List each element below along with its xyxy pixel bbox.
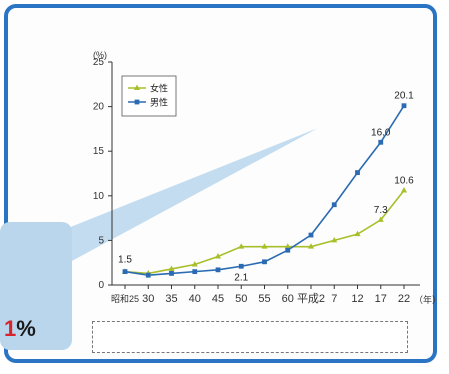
data-point-female xyxy=(401,187,407,193)
x-tick-label: 55 xyxy=(258,293,270,305)
x-tick-label: 35 xyxy=(165,293,177,305)
data-point-male xyxy=(238,263,244,269)
x-tick-label: 7 xyxy=(331,293,337,305)
data-point-male xyxy=(378,139,384,145)
legend-label: 女性 xyxy=(150,83,168,95)
y-tick-label: 25 xyxy=(93,57,105,68)
y-tick-label: 0 xyxy=(98,280,104,291)
legend-marker-male xyxy=(134,99,140,105)
data-point-male xyxy=(192,269,198,275)
data-label: 10.6 xyxy=(394,175,414,186)
y-axis-unit: (%) xyxy=(93,50,107,60)
data-label: 16.0 xyxy=(371,127,391,138)
x-tick-label: 22 xyxy=(398,293,410,305)
data-point-female xyxy=(215,253,221,259)
x-tick-label: 30 xyxy=(142,293,154,305)
data-point-female xyxy=(354,230,361,237)
legend-marker-female xyxy=(134,84,140,90)
data-point-female xyxy=(261,243,268,249)
data-point-female xyxy=(284,243,291,249)
x-tick-label: 50 xyxy=(235,293,247,305)
data-label: 1.5 xyxy=(118,255,132,266)
data-point-female xyxy=(238,243,245,249)
data-point-male xyxy=(401,103,407,109)
y-tick-label: 15 xyxy=(93,146,105,157)
data-label: 2.1 xyxy=(234,272,248,283)
data-point-male xyxy=(262,259,267,265)
legend-label: 男性 xyxy=(150,97,168,109)
callout-value: 1% xyxy=(4,316,36,342)
data-point-male xyxy=(355,170,360,176)
x-tick-label: 平成2 xyxy=(297,292,325,305)
data-point-female xyxy=(331,237,338,243)
data-point-male xyxy=(145,272,151,278)
y-tick-label: 20 xyxy=(93,102,105,113)
data-point-male xyxy=(308,232,314,238)
data-point-male xyxy=(285,247,291,253)
data-label: 20.1 xyxy=(394,91,414,102)
data-point-male xyxy=(331,202,337,208)
x-tick-label: 60 xyxy=(282,293,294,305)
x-tick-label: 45 xyxy=(212,293,224,305)
y-tick-label: 10 xyxy=(93,191,105,202)
data-label: 7.3 xyxy=(374,205,388,216)
data-point-male xyxy=(169,271,174,276)
data-point-female xyxy=(308,243,314,249)
data-point-female xyxy=(377,216,384,222)
callout-box xyxy=(0,222,72,350)
legend-box xyxy=(121,75,177,117)
x-tick-label: 17 xyxy=(375,293,387,305)
x-axis-unit: （年） xyxy=(414,294,441,305)
x-tick-label: 12 xyxy=(351,293,363,305)
x-tick-label: 昭和25 xyxy=(111,294,139,304)
data-point-female xyxy=(168,265,175,271)
callout-unit: % xyxy=(16,316,36,341)
data-point-male xyxy=(215,267,221,273)
chart-notes xyxy=(92,321,408,353)
data-point-female xyxy=(191,261,198,267)
callout-pointer xyxy=(58,128,318,262)
chart-frame xyxy=(4,4,437,363)
x-tick-label: 40 xyxy=(189,293,201,305)
data-point-male xyxy=(122,269,128,275)
callout-number: 1 xyxy=(4,316,17,341)
y-tick-label: 5 xyxy=(98,235,104,246)
